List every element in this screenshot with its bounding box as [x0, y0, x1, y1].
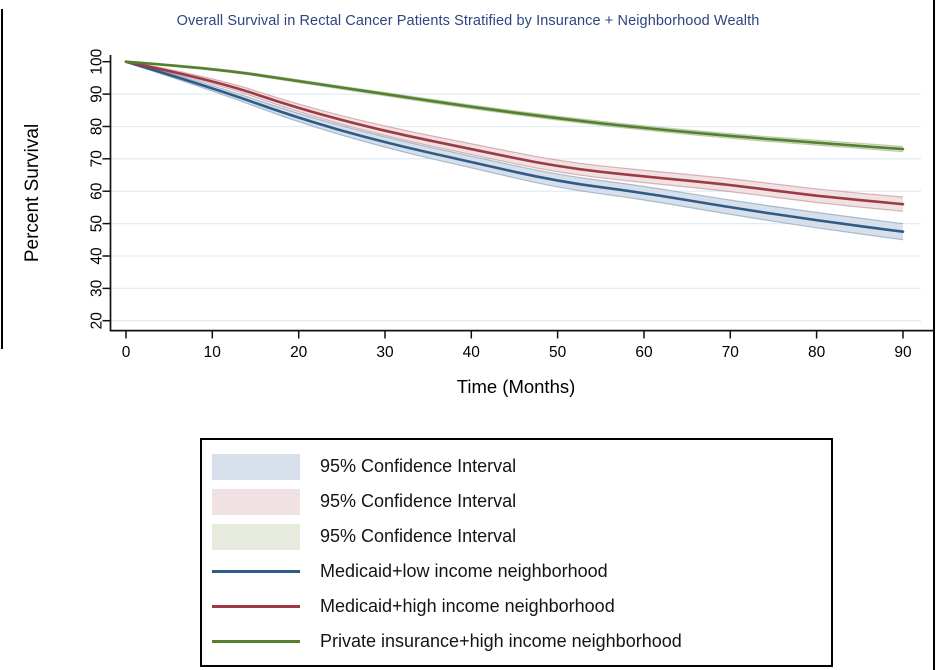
legend-item: Medicaid+low income neighborhood	[202, 554, 831, 589]
legend-line-swatch	[212, 640, 300, 643]
ci-edge-0-1	[125, 61, 904, 241]
y-tick-label: 80	[89, 118, 106, 136]
x-tick-label: 90	[894, 344, 912, 361]
y-tick-label: 100	[89, 48, 106, 74]
x-tick-label: 40	[463, 344, 481, 361]
x-tick-label: 0	[122, 344, 131, 361]
ci-edge-1-0	[125, 60, 904, 198]
legend: 95% Confidence Interval 95% Confidence In…	[200, 438, 833, 667]
ci-band-1	[126, 61, 903, 212]
legend-item: Medicaid+high income neighborhood	[202, 589, 831, 624]
x-tick-label: 50	[549, 344, 567, 361]
x-tick-label: 20	[290, 344, 308, 361]
y-tick-label: 50	[89, 215, 106, 233]
x-tick-label: 70	[722, 344, 740, 361]
y-tick-label: 40	[89, 247, 106, 265]
x-tick-label: 80	[808, 344, 826, 361]
page-right-border	[933, 0, 935, 670]
x-axis-title: Time (Months)	[457, 376, 576, 397]
survival-chart: 20 30 40 50 60 70 80 90 100 0 10 20 30 40 50 60 70 80 90 Ti…	[22, 48, 933, 397]
page-left-border	[1, 9, 3, 349]
legend-fill-swatch	[212, 453, 300, 480]
x-tick-label: 60	[635, 344, 653, 361]
survival-line-1	[124, 60, 905, 206]
legend-line-swatch	[212, 605, 300, 608]
chart-title: Overall Survival in Rectal Cancer Patien…	[176, 13, 760, 29]
y-tick-label: 90	[89, 85, 106, 103]
survival-line-0	[124, 60, 905, 233]
legend-item-label: 95% Confidence Interval	[320, 491, 517, 511]
legend-item-label: Private insurance+high income neighborho…	[320, 631, 682, 651]
y-tick-label: 30	[89, 279, 106, 297]
y-tick-label: 70	[89, 150, 106, 168]
legend-item: 95% Confidence Interval	[202, 519, 831, 554]
x-tick-label: 10	[204, 344, 222, 361]
ci-edge-0-0	[125, 60, 904, 225]
legend-item-label: Medicaid+high income neighborhood	[320, 596, 615, 616]
legend-item: 95% Confidence Interval	[202, 484, 831, 519]
legend-fill-swatch	[212, 488, 300, 515]
legend-line-swatch	[212, 570, 300, 573]
x-tick-label: 30	[376, 344, 394, 361]
survival-line-2	[124, 60, 905, 151]
legend-fill-swatch	[212, 523, 300, 550]
y-tick-label: 20	[89, 312, 106, 330]
y-axis-title: Percent Survival	[22, 124, 43, 262]
y-tick-label: 60	[89, 182, 106, 200]
legend-item: Private insurance+high income neighborho…	[202, 624, 831, 659]
legend-item-label: Medicaid+low income neighborhood	[320, 561, 608, 581]
legend-item-label: 95% Confidence Interval	[320, 456, 517, 476]
legend-item-label: 95% Confidence Interval	[320, 526, 517, 546]
ci-edge-1-1	[125, 61, 904, 212]
legend-item: 95% Confidence Interval	[202, 449, 831, 484]
